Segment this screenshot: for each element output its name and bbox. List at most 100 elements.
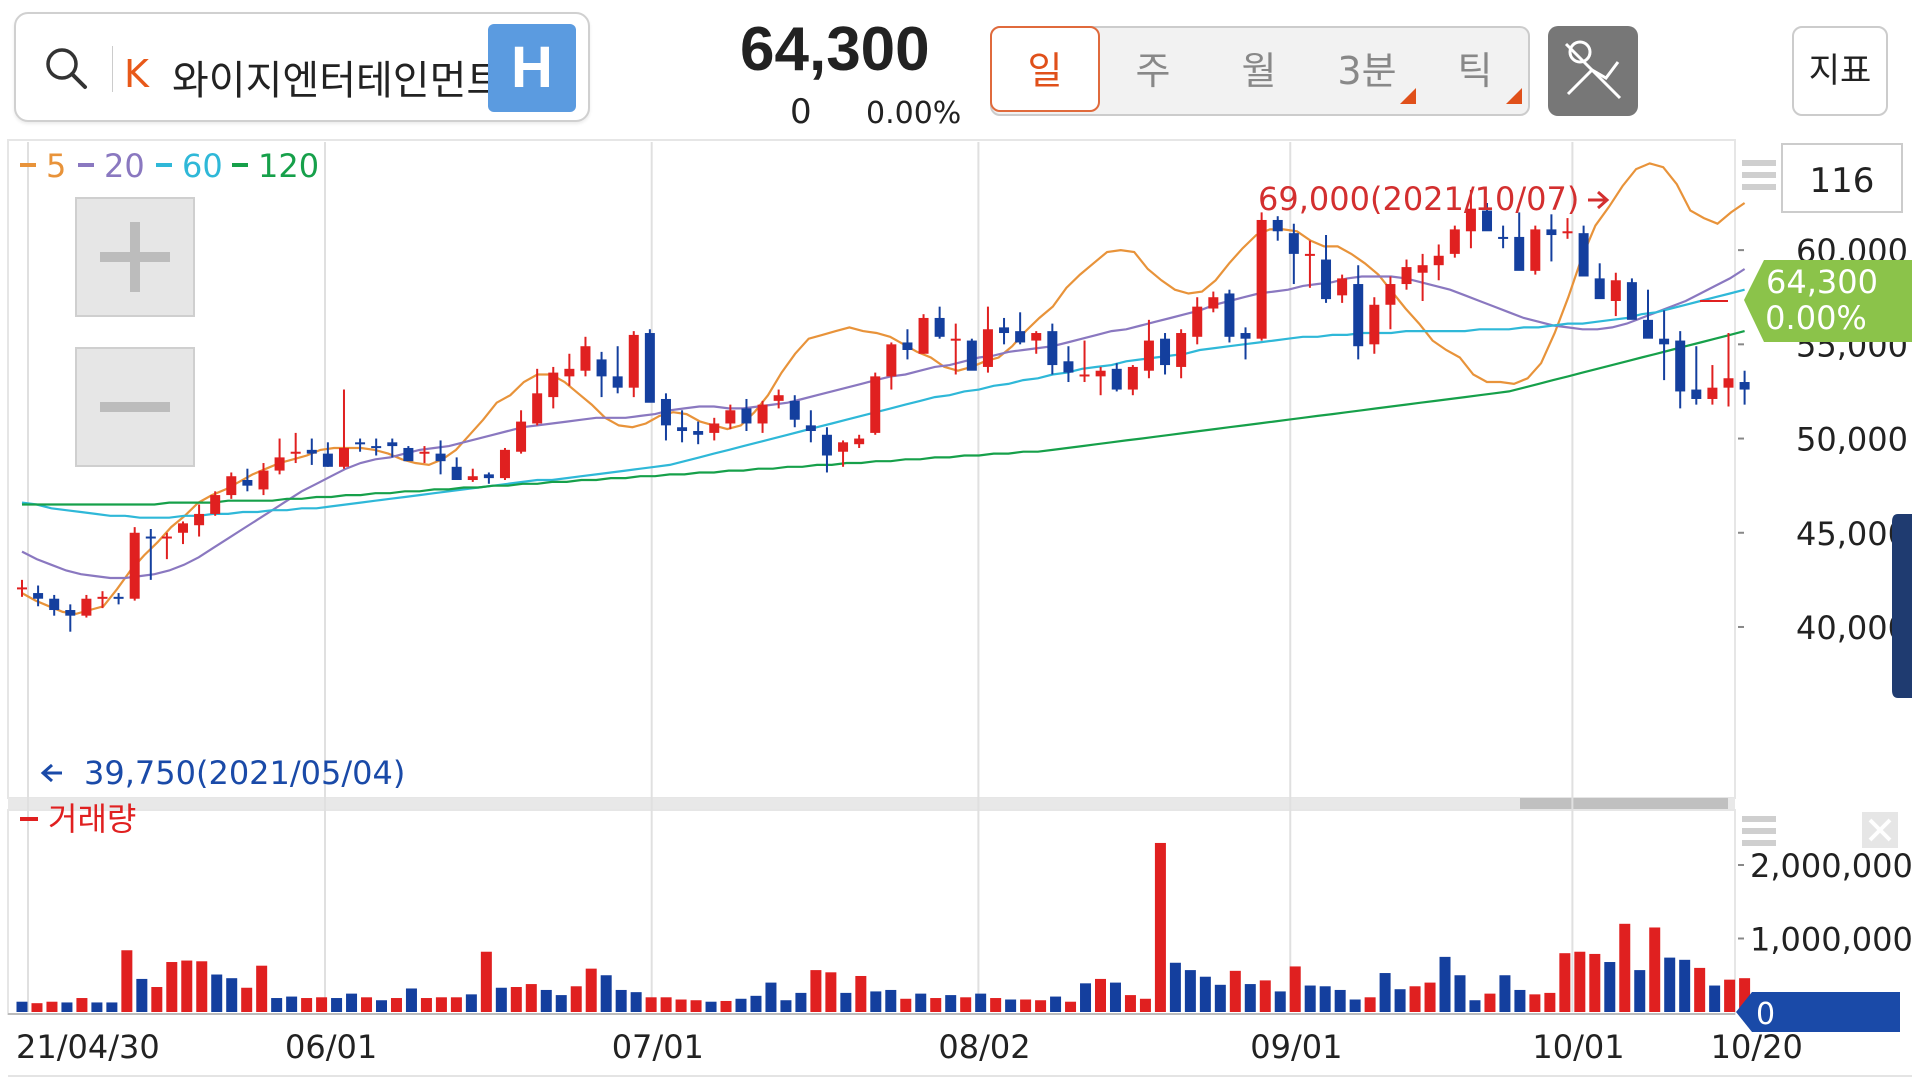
volume-bar: [540, 989, 552, 1012]
price-change-rate: 0.00%: [866, 96, 962, 131]
volume-bar: [780, 1000, 792, 1012]
tab-tick[interactable]: 틱: [1422, 28, 1528, 114]
candle-body: [1578, 233, 1589, 277]
volume-bar: [1469, 1000, 1481, 1012]
candle: [1304, 240, 1315, 288]
volume-bar: [1604, 962, 1616, 1012]
side-drawer-handle[interactable]: [1892, 514, 1912, 698]
volume-bar: [1319, 986, 1331, 1012]
zoom-out-button[interactable]: [75, 347, 195, 467]
volume-panel-menu-icon[interactable]: [1742, 816, 1776, 846]
indicator-button[interactable]: 지표: [1792, 26, 1888, 116]
volume-bar: [1634, 970, 1646, 1012]
candle: [1385, 276, 1396, 330]
zoom-in-button[interactable]: [75, 197, 195, 317]
volume-bar: [570, 986, 582, 1012]
volume-bar: [750, 995, 762, 1012]
candle: [435, 440, 446, 475]
volume-bar: [1679, 959, 1691, 1012]
current-tag-price: 64,300: [1766, 263, 1878, 301]
close-panel-button[interactable]: [1862, 812, 1898, 848]
tab-month[interactable]: 월: [1206, 28, 1312, 114]
volume-bar: [555, 995, 567, 1012]
volume-bar: [1094, 978, 1106, 1012]
candle: [934, 306, 945, 339]
candle-body: [194, 513, 205, 526]
candle-body: [467, 476, 478, 481]
volume-bar: [525, 984, 537, 1012]
candle: [1691, 346, 1702, 405]
candle-body: [596, 359, 607, 377]
volume-bar: [660, 997, 672, 1012]
panel-separator: [8, 798, 1735, 810]
volume-bar: [1709, 985, 1721, 1012]
volume-bar: [1544, 992, 1556, 1012]
price-panel-menu-icon[interactable]: [1742, 160, 1776, 190]
candle-body: [1626, 282, 1637, 320]
volume-bar: [1499, 975, 1511, 1012]
candle-body: [966, 340, 977, 371]
candle-body: [1256, 219, 1267, 339]
tab-3min-label: 3분: [1337, 49, 1397, 93]
volume-bar: [1379, 973, 1391, 1012]
candle-body: [1369, 304, 1380, 345]
volume-bar: [705, 1001, 717, 1012]
volume-tick-label: 1,000,000: [1750, 921, 1913, 959]
volume-bar: [136, 978, 148, 1012]
candle: [1449, 225, 1460, 258]
volume-bar: [1035, 1000, 1047, 1012]
draw-tool-button[interactable]: [1548, 26, 1638, 116]
volume-bar: [960, 997, 972, 1012]
candle: [274, 438, 285, 475]
candle: [1240, 327, 1251, 360]
candle: [194, 504, 205, 537]
candle: [1417, 253, 1428, 301]
vertical-gridlines: [27, 142, 1574, 1012]
candle: [210, 491, 221, 516]
candle: [1127, 365, 1138, 396]
candle-body: [1337, 278, 1348, 296]
candle-body: [1047, 331, 1058, 366]
search-icon[interactable]: [44, 46, 88, 90]
high-price-annotation: 69,000(2021/10/07): [1258, 180, 1579, 218]
ma60-legend: 60: [182, 147, 223, 185]
candle-body: [999, 327, 1010, 334]
tab-month-label: 월: [1241, 49, 1277, 93]
volume-bar: [1005, 999, 1017, 1012]
tab-3min[interactable]: 3분: [1312, 28, 1422, 114]
candle: [854, 434, 865, 448]
tab-day[interactable]: 일: [990, 26, 1100, 112]
candle-body: [1691, 389, 1702, 399]
volume-bar: [256, 965, 268, 1012]
volume-bar: [1020, 999, 1032, 1012]
h-button[interactable]: H: [488, 24, 576, 112]
price-tick-label: 45,000: [1796, 515, 1908, 553]
candle: [660, 393, 671, 441]
candle-body: [677, 427, 688, 432]
volume-axis: 1,000,000 2,000,000: [1738, 847, 1913, 959]
candle: [709, 417, 720, 441]
candle-count-box[interactable]: [1781, 143, 1903, 213]
tab-week[interactable]: 주: [1100, 28, 1206, 114]
volume-bar: [1349, 999, 1361, 1012]
volume-bar: [1065, 1001, 1077, 1012]
candle: [1610, 272, 1621, 317]
candle-body: [693, 431, 704, 435]
volume-bar: [1529, 994, 1541, 1012]
candle-body: [741, 408, 752, 424]
candle-body: [1143, 340, 1154, 371]
chart-scrollbar[interactable]: [1520, 798, 1728, 810]
volume-bar: [450, 997, 462, 1012]
candle: [371, 438, 382, 456]
candle: [499, 447, 510, 481]
date-tick-label: 10/01: [1532, 1028, 1624, 1066]
candle: [145, 528, 156, 580]
volume-bar: [945, 995, 957, 1012]
candle: [403, 446, 414, 462]
volume-bar: [1694, 967, 1706, 1012]
volume-bar: [241, 987, 253, 1012]
stock-search-box[interactable]: K 와이지엔터테인먼트 H: [14, 12, 590, 122]
stock-name[interactable]: 와이지엔터테인먼트: [172, 58, 492, 104]
tab-day-label: 일: [1027, 49, 1063, 93]
